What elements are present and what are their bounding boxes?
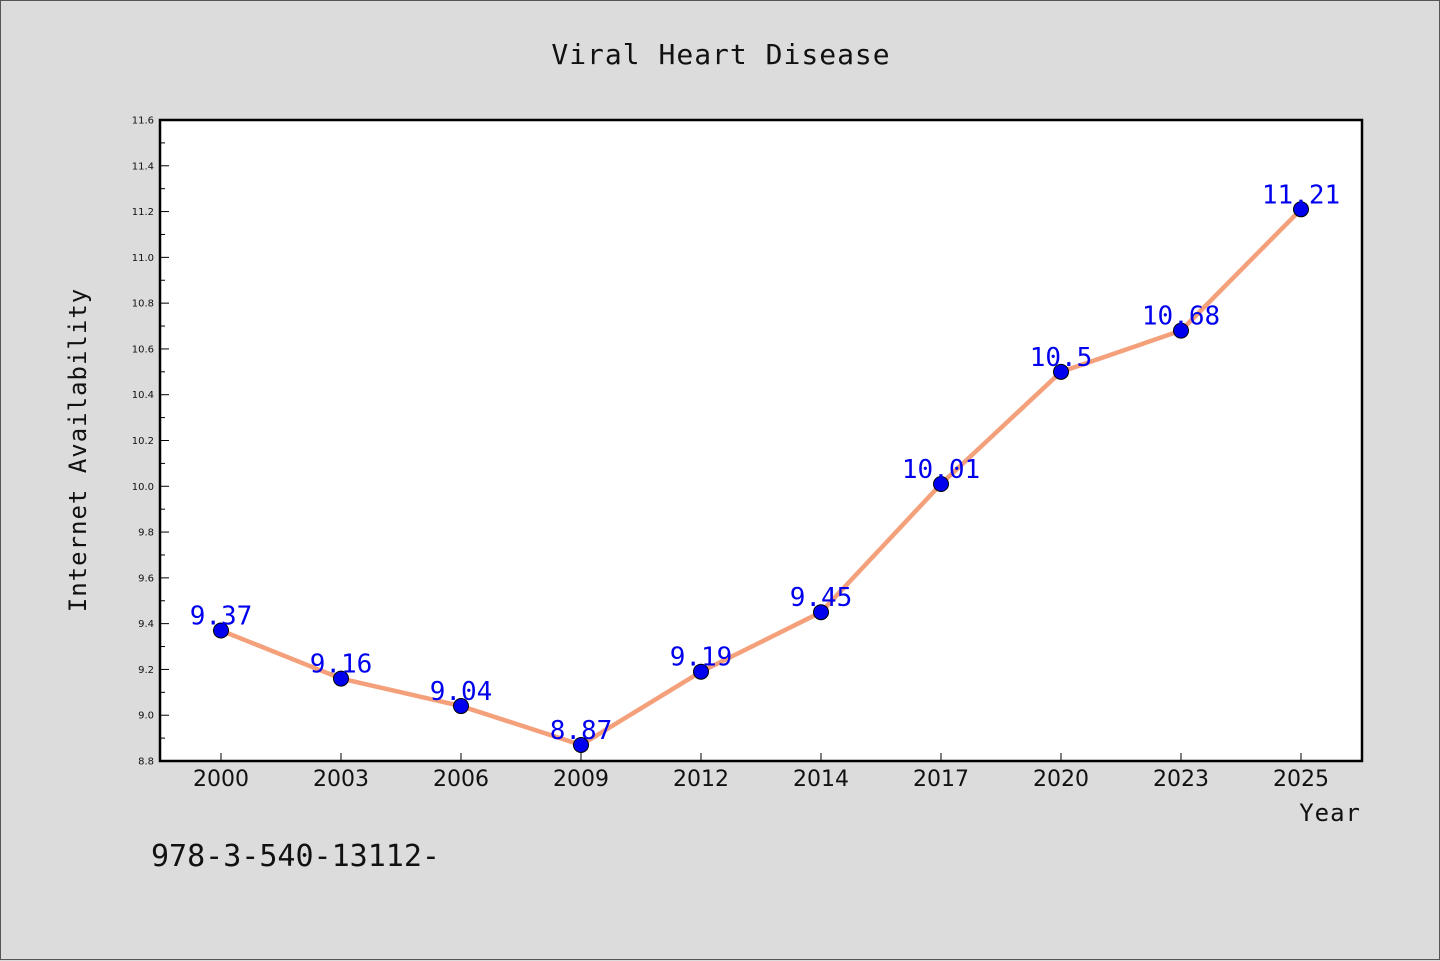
y-tick-label: 8.8 [138,757,154,768]
y-tick-label: 9.8 [138,528,154,539]
y-tick-label: 11.6 [132,116,154,127]
x-tick-label: 2000 [193,767,249,792]
x-tick-label: 2023 [1153,767,1209,792]
y-tick-label: 11.4 [132,161,154,172]
data-point [1053,363,1069,380]
y-tick-label: 10.4 [132,390,154,401]
data-label: 9.37 [190,602,253,632]
plot-border [158,118,1364,763]
series-layer [213,201,1309,753]
y-tick-label: 9.6 [138,573,154,584]
data-label: 10.68 [1142,302,1220,332]
series-line [218,207,1304,748]
data-point [453,698,469,715]
y-tick-label: 10.8 [132,299,154,310]
x-tick-label: 2025 [1273,767,1329,792]
y-tick-label: 11.0 [132,253,154,264]
y-tick-label: 9.2 [138,665,154,676]
data-point [573,736,589,753]
y-tick-label: 10.6 [132,344,154,355]
data-label: 9.19 [670,643,733,673]
x-axis-ticks: 2000 2003 2006 2009 2012 2014 2017 2020 2023 2025 [193,753,1329,792]
data-label: 10.5 [1030,343,1093,373]
data-label: 9.16 [310,650,373,680]
y-tick-label: 9.0 [138,711,154,722]
y-tick-label: 10.2 [132,436,154,447]
y-tick-label: 11.2 [132,207,154,218]
x-tick-label: 2012 [673,767,729,792]
footer-code: 978-3-540-13112- [151,839,440,874]
x-tick-label: 2009 [553,767,609,792]
x-tick-label: 2017 [913,767,969,792]
data-point [1173,322,1189,339]
data-point [693,663,709,680]
y-axis-label: Internet Availability [64,288,92,612]
data-point [213,622,229,639]
x-tick-label: 2014 [793,767,849,792]
chart-title: Viral Heart Disease [551,38,890,71]
y-tick-label: 9.4 [138,619,154,630]
data-point [1293,201,1309,218]
data-label: 11.21 [1262,180,1340,210]
data-point [933,475,949,492]
plot-area [160,120,1362,761]
x-tick-label: 2006 [433,767,489,792]
data-label: 9.45 [790,583,853,613]
data-label: 8.87 [550,716,613,746]
x-tick-label: 2020 [1033,767,1089,792]
y-tick-label: 10.0 [132,482,154,493]
x-axis-label: Year [1299,799,1361,827]
data-label: 10.01 [902,455,980,485]
y-axis-ticks: 8.8 9.0 9.2 9.4 9.6 9.8 10.0 10.2 10.4 10.6 10.8 11… [132,116,169,768]
data-label: 9.04 [430,677,493,707]
data-point [813,604,829,621]
data-point [333,670,349,687]
x-tick-label: 2003 [313,767,369,792]
data-labels-layer: 9.37 9.16 9.04 8.87 9.19 9.45 10.01 10.5 10.68 11… [190,180,1340,746]
